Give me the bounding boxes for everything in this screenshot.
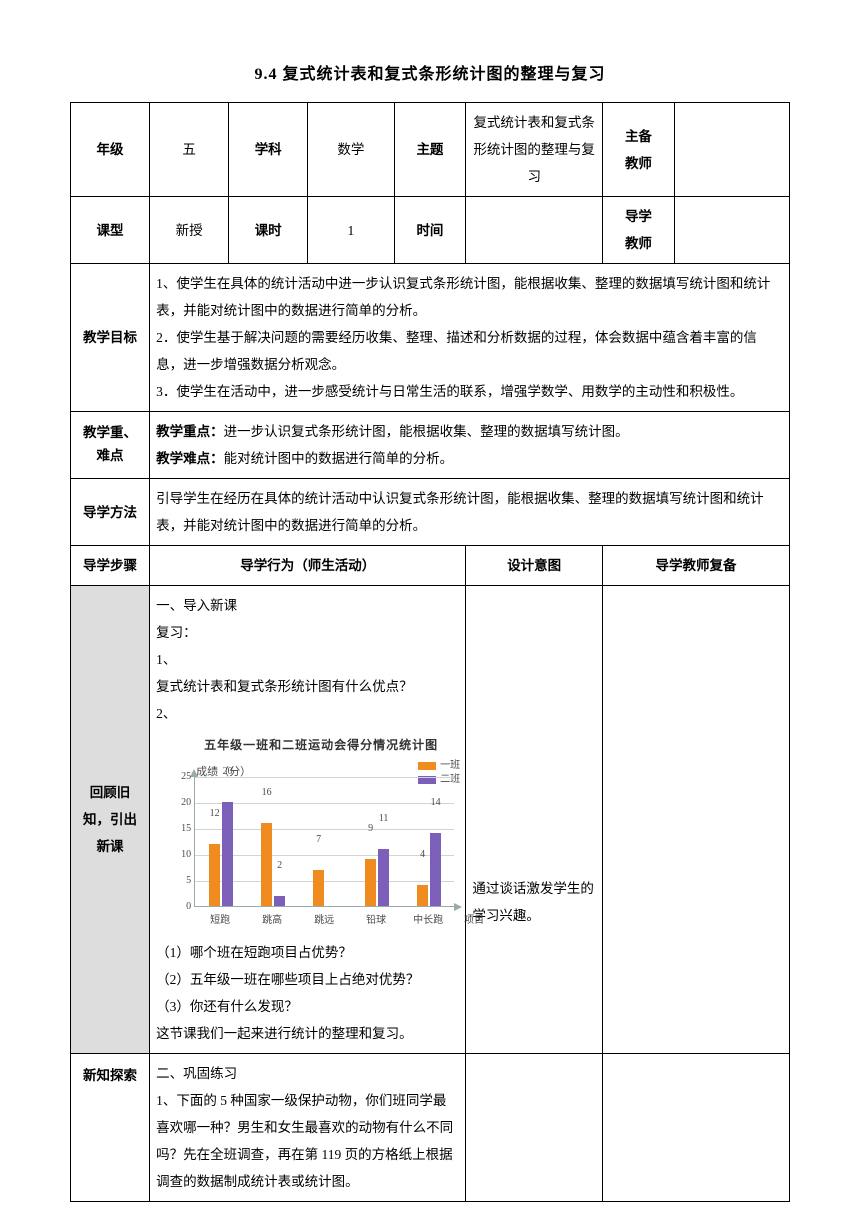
label-topic: 主题 [394,103,466,197]
label-time: 时间 [394,197,466,264]
sec1-q1: （1）哪个班在短跑项目占优势？ [156,939,459,966]
value-guide-teacher [674,197,789,264]
label-period: 课时 [229,197,308,264]
bar [274,896,285,906]
sec1-l4: 2、 [156,700,459,727]
chart-xlabel-title: 项目 [464,911,484,931]
table-row: 导学步骤 导学行为（师生活动） 设计意图 导学教师复备 [71,546,790,586]
table-row: 教学目标 1、使学生在具体的统计活动中进一步认识复式条形统计图，能根据收集、整理… [71,264,790,412]
sec1-h1: 一、导入新课 [156,592,459,619]
difficult-label: 教学难点： [156,451,224,466]
key-point: 进一步认识复式条形统计图，能根据收集、整理的数据填写统计图。 [224,424,629,439]
sec2-body: 1、下面的 5 种国家一级保护动物，你们班同学最喜欢哪一种？男生和女生最喜欢的动… [156,1087,459,1195]
step-1-label: 回顾旧知，引出新课 [71,586,150,1054]
step-1-remarks [603,586,790,1054]
bar [430,833,441,906]
bar [261,823,272,906]
label-activities: 导学行为（师生活动） [150,546,466,586]
chart-xlabels: 短跑跳高跳远铅球中长跑 [194,911,454,929]
page-title: 9.4 复式统计表和复式条形统计图的整理与复习 [70,60,790,84]
x-axis-arrow-icon [454,903,462,911]
difficult: 能对统计图中的数据进行简单的分析。 [224,451,454,466]
key-point-label: 教学重点： [156,424,224,439]
label-remarks: 导学教师复备 [603,546,790,586]
label-steps: 导学步骤 [71,546,150,586]
step-2-remarks [603,1054,790,1202]
label-objectives: 教学目标 [71,264,150,412]
label-grade: 年级 [71,103,150,197]
value-lead-teacher [674,103,789,197]
y-axis-arrow-icon [190,769,198,777]
value-time [466,197,603,264]
table-row: 课型 新授 课时 1 时间 导学 教师 [71,197,790,264]
chart-title: 五年级一班和二班运动会得分情况统计图 [166,733,476,757]
step-1-intent: 通过谈话激发学生的学习兴趣。 [466,586,603,1054]
label-lead-teacher: 主备 教师 [603,103,675,197]
step-2-intent [466,1054,603,1202]
label-guide-teacher: 导学 教师 [603,197,675,264]
step-2-label: 新知探索 [71,1054,150,1202]
sec1-q2: （2）五年级一班在哪些项目上占绝对优势？ [156,966,459,993]
value-subject: 数学 [308,103,394,197]
label-key-difficult: 教学重、难点 [71,412,150,479]
bar [365,859,376,906]
label-guide-method: 导学方法 [71,479,150,546]
sec1-q3: （3）你还有什么发现？ [156,993,459,1020]
label-subject: 学科 [229,103,308,197]
label-type: 课型 [71,197,150,264]
table-row: 新知探索 二、巩固练习 1、下面的 5 种国家一级保护动物，你们班同学最喜欢哪一… [71,1054,790,1202]
table-row: 教学重、难点 教学重点：进一步认识复式条形统计图，能根据收集、整理的数据填写统计… [71,412,790,479]
bar [417,885,428,906]
value-grade: 五 [150,103,229,197]
value-guide-method: 引导学生在经历在具体的统计活动中认识复式条形统计图，能根据收集、整理的数据填写统… [150,479,790,546]
table-row: 导学方法 引导学生在经历在具体的统计活动中认识复式条形统计图，能根据收集、整理的… [71,479,790,546]
sec1-l3: 复式统计表和复式条形统计图有什么优点？ [156,673,459,700]
bar-chart: 五年级一班和二班运动会得分情况统计图 成绩（分） 一班二班 0510152025… [166,733,476,933]
bar [222,802,233,906]
value-objectives: 1、使学生在具体的统计活动中进一步认识复式条形统计图，能根据收集、整理的数据填写… [150,264,790,412]
bar [313,870,324,906]
lesson-plan-table: 年级 五 学科 数学 主题 复式统计表和复式条形统计图的整理与复习 主备 教师 … [70,102,790,1202]
step-2-activities: 二、巩固练习 1、下面的 5 种国家一级保护动物，你们班同学最喜欢哪一种？男生和… [150,1054,466,1202]
bar [378,849,389,906]
step-1-activities: 一、导入新课 复习： 1、 复式统计表和复式条形统计图有什么优点？ 2、 五年级… [150,586,466,1054]
value-key-difficult: 教学重点：进一步认识复式条形统计图，能根据收集、整理的数据填写统计图。 教学难点… [150,412,790,479]
sec1-l2: 1、 [156,646,459,673]
chart-body: 成绩（分） 一班二班 051015202512201627911414 短跑跳高… [166,763,476,933]
table-row: 年级 五 学科 数学 主题 复式统计表和复式条形统计图的整理与复习 主备 教师 [71,103,790,197]
table-row: 回顾旧知，引出新课 一、导入新课 复习： 1、 复式统计表和复式条形统计图有什么… [71,586,790,1054]
chart-plot-area: 051015202512201627911414 [194,777,454,907]
value-topic: 复式统计表和复式条形统计图的整理与复习 [466,103,603,197]
sec2-h1: 二、巩固练习 [156,1060,459,1087]
bar [209,844,220,906]
label-intent: 设计意图 [466,546,603,586]
sec1-l1: 复习： [156,619,459,646]
value-type: 新授 [150,197,229,264]
sec1-close: 这节课我们一起来进行统计的整理和复习。 [156,1020,459,1047]
value-period: 1 [308,197,394,264]
